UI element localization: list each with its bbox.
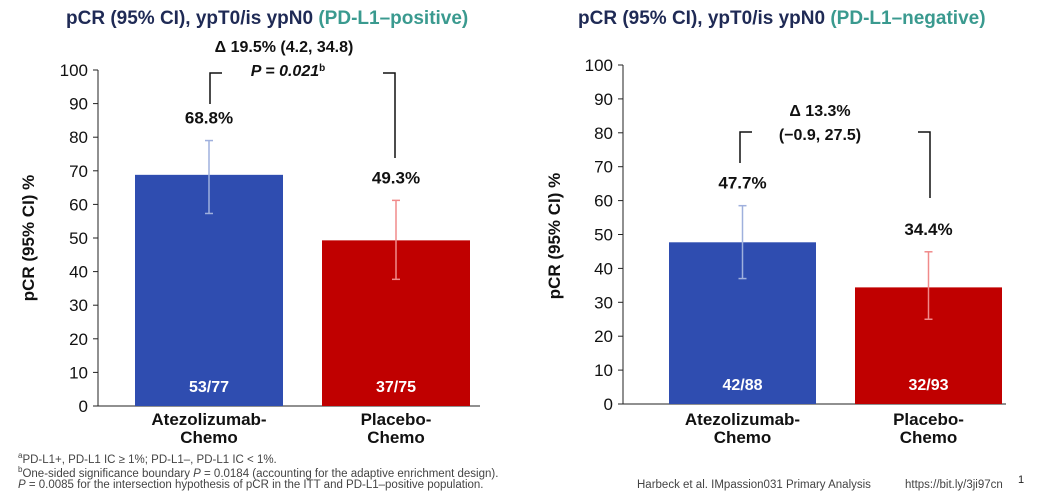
chart-title-right-main: pCR (95% CI), ypT0/is ypN0 [578, 8, 826, 29]
y-tick-label-left-20: 20 [69, 330, 88, 349]
footnote-c: P = 0.0085 for the intersection hypothes… [18, 479, 484, 491]
y-tick-label-right-70: 70 [594, 158, 613, 177]
source-link[interactable]: https://bit.ly/3ji97cn [905, 479, 1003, 491]
footnote-c-text: = 0.0085 for the intersection hypothesis… [25, 479, 484, 491]
y-tick-label-left-60: 60 [69, 195, 88, 214]
y-tick-label-left-100: 100 [60, 61, 88, 80]
y-tick-label-left-50: 50 [69, 229, 88, 248]
category-label-right-1-0: Placebo- [893, 410, 964, 429]
y-tick-label-right-30: 30 [594, 293, 613, 312]
chart-title-right: pCR (95% CI), ypT0/is ypN0 (PD-L1–negati… [578, 8, 986, 30]
y-tick-label-right-60: 60 [594, 192, 613, 211]
chart-title-left-qualifier: (PD-L1–positive) [318, 8, 469, 29]
y-axis-label-right: pCR (95% CI) % [545, 173, 564, 300]
footnote-b: bOne-sided significance boundary P = 0.0… [18, 465, 498, 480]
y-tick-label-left-90: 90 [69, 95, 88, 114]
footnote-b-p: P [193, 467, 201, 480]
category-label-left-0-1: Chemo [180, 428, 238, 447]
y-tick-label-left-70: 70 [69, 162, 88, 181]
category-label-right-0-1: Chemo [714, 428, 772, 447]
footnote-b-text-post: = 0.0184 (accounting for the adaptive en… [200, 467, 499, 480]
category-label-left-1-0: Placebo- [361, 410, 432, 429]
y-tick-label-right-50: 50 [594, 226, 613, 245]
value-label-left-1: 49.3% [372, 168, 420, 187]
count-label-right-1: 32/93 [908, 377, 948, 394]
count-label-left-0: 53/77 [189, 379, 229, 396]
chart-title-left: pCR (95% CI), ypT0/is ypN0 (PD-L1–positi… [66, 8, 468, 30]
footnote-b-marker: b [18, 465, 23, 474]
annotation-line1-left: Δ 19.5% (4.2, 34.8) [215, 39, 354, 56]
y-tick-label-left-80: 80 [69, 128, 88, 147]
page-number: 1 [1018, 474, 1025, 486]
y-axis-label-left: pCR (95% CI) % [19, 175, 38, 302]
count-label-left-1: 37/75 [376, 379, 416, 396]
footnote-a-text: PD-L1+, PD-L1 IC ≥ 1%; PD-L1–, PD-L1 IC … [22, 453, 277, 466]
annotation-sup-left: b [319, 63, 325, 74]
category-label-left-0-0: Atezolizumab- [151, 410, 266, 429]
value-label-right-0: 47.7% [718, 174, 766, 193]
y-tick-label-left-40: 40 [69, 263, 88, 282]
bracket-left-arm-right [739, 131, 752, 163]
y-tick-label-left-10: 10 [69, 363, 88, 382]
chart-title-right-qualifier: (PD-L1–negative) [830, 8, 986, 29]
annotation-line2-right: (−0.9, 27.5) [779, 127, 861, 144]
y-tick-label-right-10: 10 [594, 361, 613, 380]
footnote-a-marker: a [18, 451, 23, 460]
footnote-b-text-pre: One-sided significance boundary [22, 467, 194, 480]
bracket-right-arm-left [383, 72, 396, 158]
category-label-right-1-1: Chemo [900, 428, 958, 447]
bracket-left-arm-left [209, 72, 222, 104]
y-tick-label-right-20: 20 [594, 327, 613, 346]
category-label-left-1-1: Chemo [367, 428, 425, 447]
bracket-right-arm-right [918, 131, 931, 198]
annotation-line1-right: Δ 13.3% [789, 103, 850, 120]
category-label-right-0-0: Atezolizumab- [685, 410, 800, 429]
y-tick-label-right-100: 100 [585, 56, 613, 75]
count-label-right-0: 42/88 [722, 377, 762, 394]
value-label-left-0: 68.8% [185, 109, 233, 128]
y-tick-label-right-90: 90 [594, 90, 613, 109]
value-label-right-1: 34.4% [904, 220, 952, 239]
y-tick-label-right-40: 40 [594, 259, 613, 278]
chart-title-left-main: pCR (95% CI), ypT0/is ypN0 [66, 8, 314, 29]
footnote-c-p: P [18, 479, 26, 491]
y-tick-label-right-0: 0 [604, 395, 613, 414]
footnote-a: aPD-L1+, PD-L1 IC ≥ 1%; PD-L1–, PD-L1 IC… [18, 451, 277, 466]
y-tick-label-right-80: 80 [594, 124, 613, 143]
annotation-line2-left: P = 0.021b [251, 63, 325, 81]
y-tick-label-left-30: 30 [69, 296, 88, 315]
y-tick-label-left-0: 0 [79, 397, 88, 416]
source-credit: Harbeck et al. IMpassion031 Primary Anal… [637, 479, 871, 491]
